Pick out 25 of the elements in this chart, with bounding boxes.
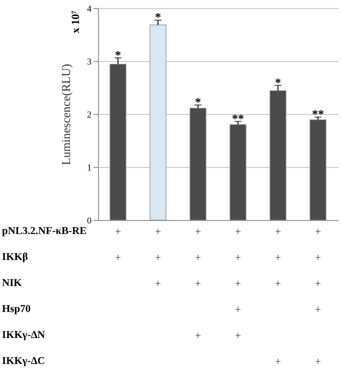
annotation: *	[155, 10, 161, 24]
annotation: *	[195, 94, 201, 109]
y-tick-label: 4	[87, 4, 92, 14]
annotation: **	[232, 111, 244, 126]
text: Hsp70	[2, 304, 31, 315]
category-label: + + + +	[194, 226, 202, 342]
category-label: + +	[114, 226, 122, 264]
y-tick-label: 2	[87, 110, 92, 120]
category-label: + + + +	[274, 226, 282, 368]
y-tick-label: 3	[87, 56, 92, 66]
annotation: *	[115, 48, 121, 62]
category-label: + + +	[154, 226, 162, 290]
annotation: *	[275, 75, 281, 90]
category-label: + + + + +	[234, 226, 242, 342]
y-tick-label: 0	[87, 216, 92, 226]
text: IKKγ-ΔN	[2, 330, 46, 341]
text: x 10⁷	[70, 10, 82, 34]
y-axis-title: Luminescence(RLU)	[59, 64, 73, 166]
text: NIK	[2, 278, 23, 289]
text: pNL3.2.NF-κB-RE	[2, 226, 87, 237]
category-label: + + + + +	[314, 226, 322, 368]
text: IKKβ	[2, 252, 28, 263]
y-tick-label: 1	[87, 162, 92, 172]
text: IKKγ-ΔC	[2, 356, 45, 367]
annotation: **	[312, 107, 324, 122]
